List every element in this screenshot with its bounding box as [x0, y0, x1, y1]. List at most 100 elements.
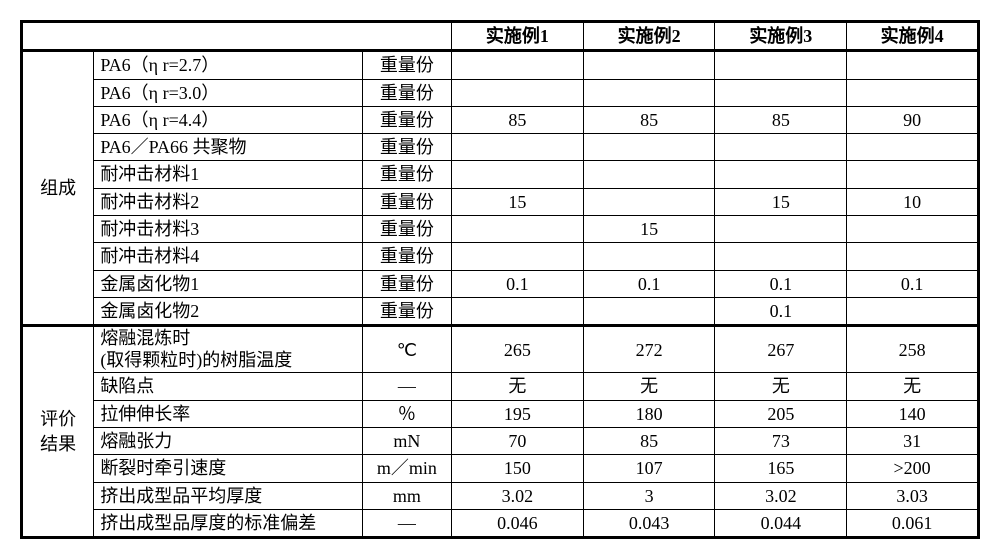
value-cell: 15 [583, 216, 715, 243]
value-cell [715, 79, 847, 106]
value-cell: 85 [715, 106, 847, 133]
param-cell: 耐冲击材料3 [94, 216, 362, 243]
table-row: 耐冲击材料3 重量份 15 [22, 216, 979, 243]
unit-cell: 重量份 [362, 161, 451, 188]
unit-cell: 重量份 [362, 243, 451, 270]
value-cell: 165 [715, 455, 847, 482]
value-cell [451, 51, 583, 79]
table-row: 耐冲击材料1 重量份 [22, 161, 979, 188]
value-cell: 205 [715, 400, 847, 427]
value-cell: 15 [451, 188, 583, 215]
value-cell: 272 [583, 326, 715, 373]
unit-cell: 重量份 [362, 106, 451, 133]
unit-cell: mN [362, 428, 451, 455]
unit-cell: 重量份 [362, 297, 451, 325]
value-cell: 70 [451, 428, 583, 455]
value-cell: 3.02 [451, 482, 583, 509]
table-row: 金属卤化物2 重量份 0.1 [22, 297, 979, 325]
value-cell [715, 51, 847, 79]
value-cell: 85 [583, 106, 715, 133]
param-cell: PA6（η r=4.4） [94, 106, 362, 133]
value-cell: 195 [451, 400, 583, 427]
table-row: 缺陷点 — 无 无 无 无 [22, 373, 979, 400]
value-cell [451, 161, 583, 188]
unit-cell: 重量份 [362, 134, 451, 161]
table-row: 耐冲击材料4 重量份 [22, 243, 979, 270]
table-row: PA6（η r=4.4） 重量份 85 85 85 90 [22, 106, 979, 133]
unit-cell: 重量份 [362, 79, 451, 106]
col-header-e2: 实施例2 [583, 22, 715, 51]
group-label-evaluation: 评价结果 [22, 326, 94, 538]
value-cell: 73 [715, 428, 847, 455]
col-header-e3: 实施例3 [715, 22, 847, 51]
value-cell [451, 134, 583, 161]
value-cell [847, 79, 979, 106]
value-cell: 150 [451, 455, 583, 482]
value-cell: 0.1 [583, 270, 715, 297]
unit-cell: — [362, 373, 451, 400]
table-row: PA6（η r=3.0） 重量份 [22, 79, 979, 106]
value-cell: 267 [715, 326, 847, 373]
value-cell [583, 134, 715, 161]
value-cell: 3.03 [847, 482, 979, 509]
unit-cell: 重量份 [362, 216, 451, 243]
table-row: 评价结果 熔融混炼时(取得颗粒时)的树脂温度 ℃ 265 272 267 258 [22, 326, 979, 373]
value-cell [847, 51, 979, 79]
value-cell: 0.1 [451, 270, 583, 297]
unit-cell: mm [362, 482, 451, 509]
value-cell: 90 [847, 106, 979, 133]
header-blank [22, 22, 452, 51]
unit-cell: 重量份 [362, 188, 451, 215]
param-cell: 金属卤化物2 [94, 297, 362, 325]
value-cell: 0.1 [715, 270, 847, 297]
value-cell [847, 134, 979, 161]
param-cell: 耐冲击材料2 [94, 188, 362, 215]
table-row: 组成 PA6（η r=2.7） 重量份 [22, 51, 979, 79]
value-cell: 无 [451, 373, 583, 400]
param-cell: 耐冲击材料1 [94, 161, 362, 188]
value-cell [451, 243, 583, 270]
value-cell [847, 297, 979, 325]
value-cell: 0.044 [715, 509, 847, 537]
group-label-composition: 组成 [22, 51, 94, 326]
param-cell: 拉伸伸长率 [94, 400, 362, 427]
param-cell: 金属卤化物1 [94, 270, 362, 297]
value-cell: 无 [847, 373, 979, 400]
value-cell: 0.046 [451, 509, 583, 537]
param-cell: 挤出成型品厚度的标准偏差 [94, 509, 362, 537]
value-cell: 258 [847, 326, 979, 373]
value-cell [847, 161, 979, 188]
value-cell: 10 [847, 188, 979, 215]
param-cell: 挤出成型品平均厚度 [94, 482, 362, 509]
value-cell: 265 [451, 326, 583, 373]
table-row: 断裂时牵引速度 m／min 150 107 165 >200 [22, 455, 979, 482]
value-cell: 3.02 [715, 482, 847, 509]
table-row: 熔融张力 mN 70 85 73 31 [22, 428, 979, 455]
table-row: 耐冲击材料2 重量份 15 15 10 [22, 188, 979, 215]
unit-cell: — [362, 509, 451, 537]
value-cell [451, 297, 583, 325]
param-cell: PA6（η r=3.0） [94, 79, 362, 106]
value-cell: 107 [583, 455, 715, 482]
unit-cell: ℃ [362, 326, 451, 373]
value-cell: 15 [715, 188, 847, 215]
value-cell [583, 51, 715, 79]
table-row: 金属卤化物1 重量份 0.1 0.1 0.1 0.1 [22, 270, 979, 297]
param-cell: 缺陷点 [94, 373, 362, 400]
table-row: PA6／PA66 共聚物 重量份 [22, 134, 979, 161]
unit-cell: ％ [362, 400, 451, 427]
value-cell [583, 297, 715, 325]
param-cell: 耐冲击材料4 [94, 243, 362, 270]
table-row: 挤出成型品平均厚度 mm 3.02 3 3.02 3.03 [22, 482, 979, 509]
header-row: 实施例1 实施例2 实施例3 实施例4 [22, 22, 979, 51]
value-cell: 无 [715, 373, 847, 400]
value-cell [715, 216, 847, 243]
value-cell: >200 [847, 455, 979, 482]
value-cell: 无 [583, 373, 715, 400]
col-header-e4: 实施例4 [847, 22, 979, 51]
value-cell: 0.061 [847, 509, 979, 537]
unit-cell: 重量份 [362, 51, 451, 79]
value-cell [715, 134, 847, 161]
value-cell: 180 [583, 400, 715, 427]
value-cell: 85 [583, 428, 715, 455]
